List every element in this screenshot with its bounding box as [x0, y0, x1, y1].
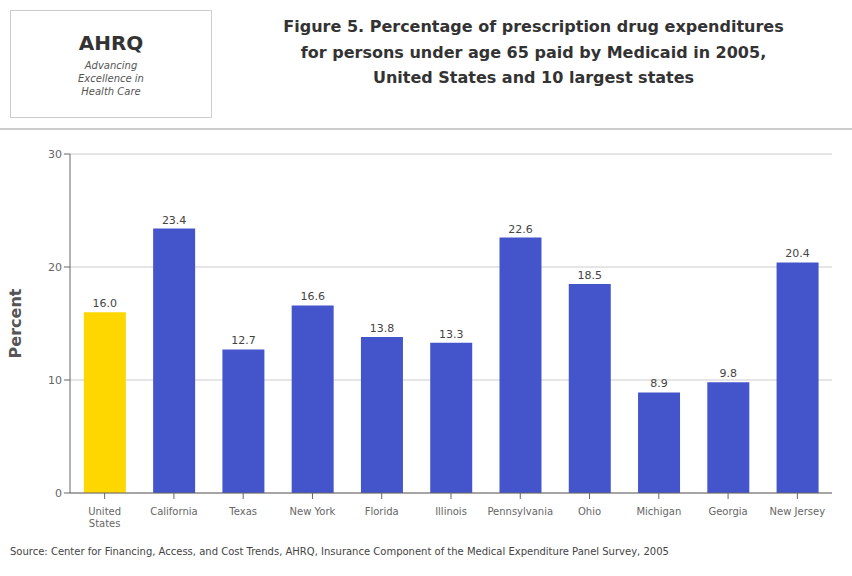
html-text:Advancing Excellence in Health: Advancing Excellence in Health Care	[78, 59, 144, 97]
svg-text:12.7: 12.7	[231, 334, 256, 347]
svg-text:22.6: 22.6	[508, 223, 533, 236]
svg-text:California: California	[150, 506, 198, 517]
svg-text:Georgia: Georgia	[708, 506, 747, 517]
svg-text:8.9: 8.9	[650, 377, 668, 390]
svg-text:Florida: Florida	[365, 506, 399, 517]
svg-text:9.8: 9.8	[720, 367, 738, 380]
svg-text:UnitedStates: UnitedStates	[88, 506, 121, 529]
svg-text:Pennsylvania: Pennsylvania	[487, 506, 553, 517]
html-text:Figure 5. Percentage of prescr: Figure 5. Percentage of prescription dru…	[283, 17, 784, 36]
svg-text:13.3: 13.3	[439, 328, 464, 341]
html-text:for persons under age 65 paid: for persons under age 65 paid by Medicai…	[300, 42, 767, 62]
svg-text:16.6: 16.6	[300, 290, 325, 303]
html-text:AHRQ: AHRQ	[78, 30, 144, 55]
svg-text:Percent: Percent	[8, 288, 25, 358]
svg-text:Illinois: Illinois	[435, 506, 467, 517]
svg-text:0: 0	[55, 487, 62, 500]
svg-text:23.4: 23.4	[162, 214, 187, 227]
svg-text:20.4: 20.4	[785, 247, 810, 260]
html-text:United States and 10 largest s: United States and 10 largest states	[372, 68, 695, 88]
html-text:Source: Center for Financing,: Source: Center for Financing, Access, an…	[10, 546, 669, 557]
svg-text:13.8: 13.8	[370, 322, 395, 335]
svg-text:New York: New York	[290, 506, 336, 517]
svg-text:18.5: 18.5	[578, 269, 603, 282]
svg-text:16.0: 16.0	[93, 297, 118, 310]
svg-text:30: 30	[48, 148, 62, 161]
svg-text:Texas: Texas	[228, 506, 257, 517]
svg-text:20: 20	[48, 261, 62, 274]
svg-text:Michigan: Michigan	[636, 506, 681, 517]
svg-text:New Jersey: New Jersey	[770, 506, 826, 517]
svg-text:10: 10	[48, 374, 62, 387]
svg-text:Ohio: Ohio	[578, 506, 601, 517]
